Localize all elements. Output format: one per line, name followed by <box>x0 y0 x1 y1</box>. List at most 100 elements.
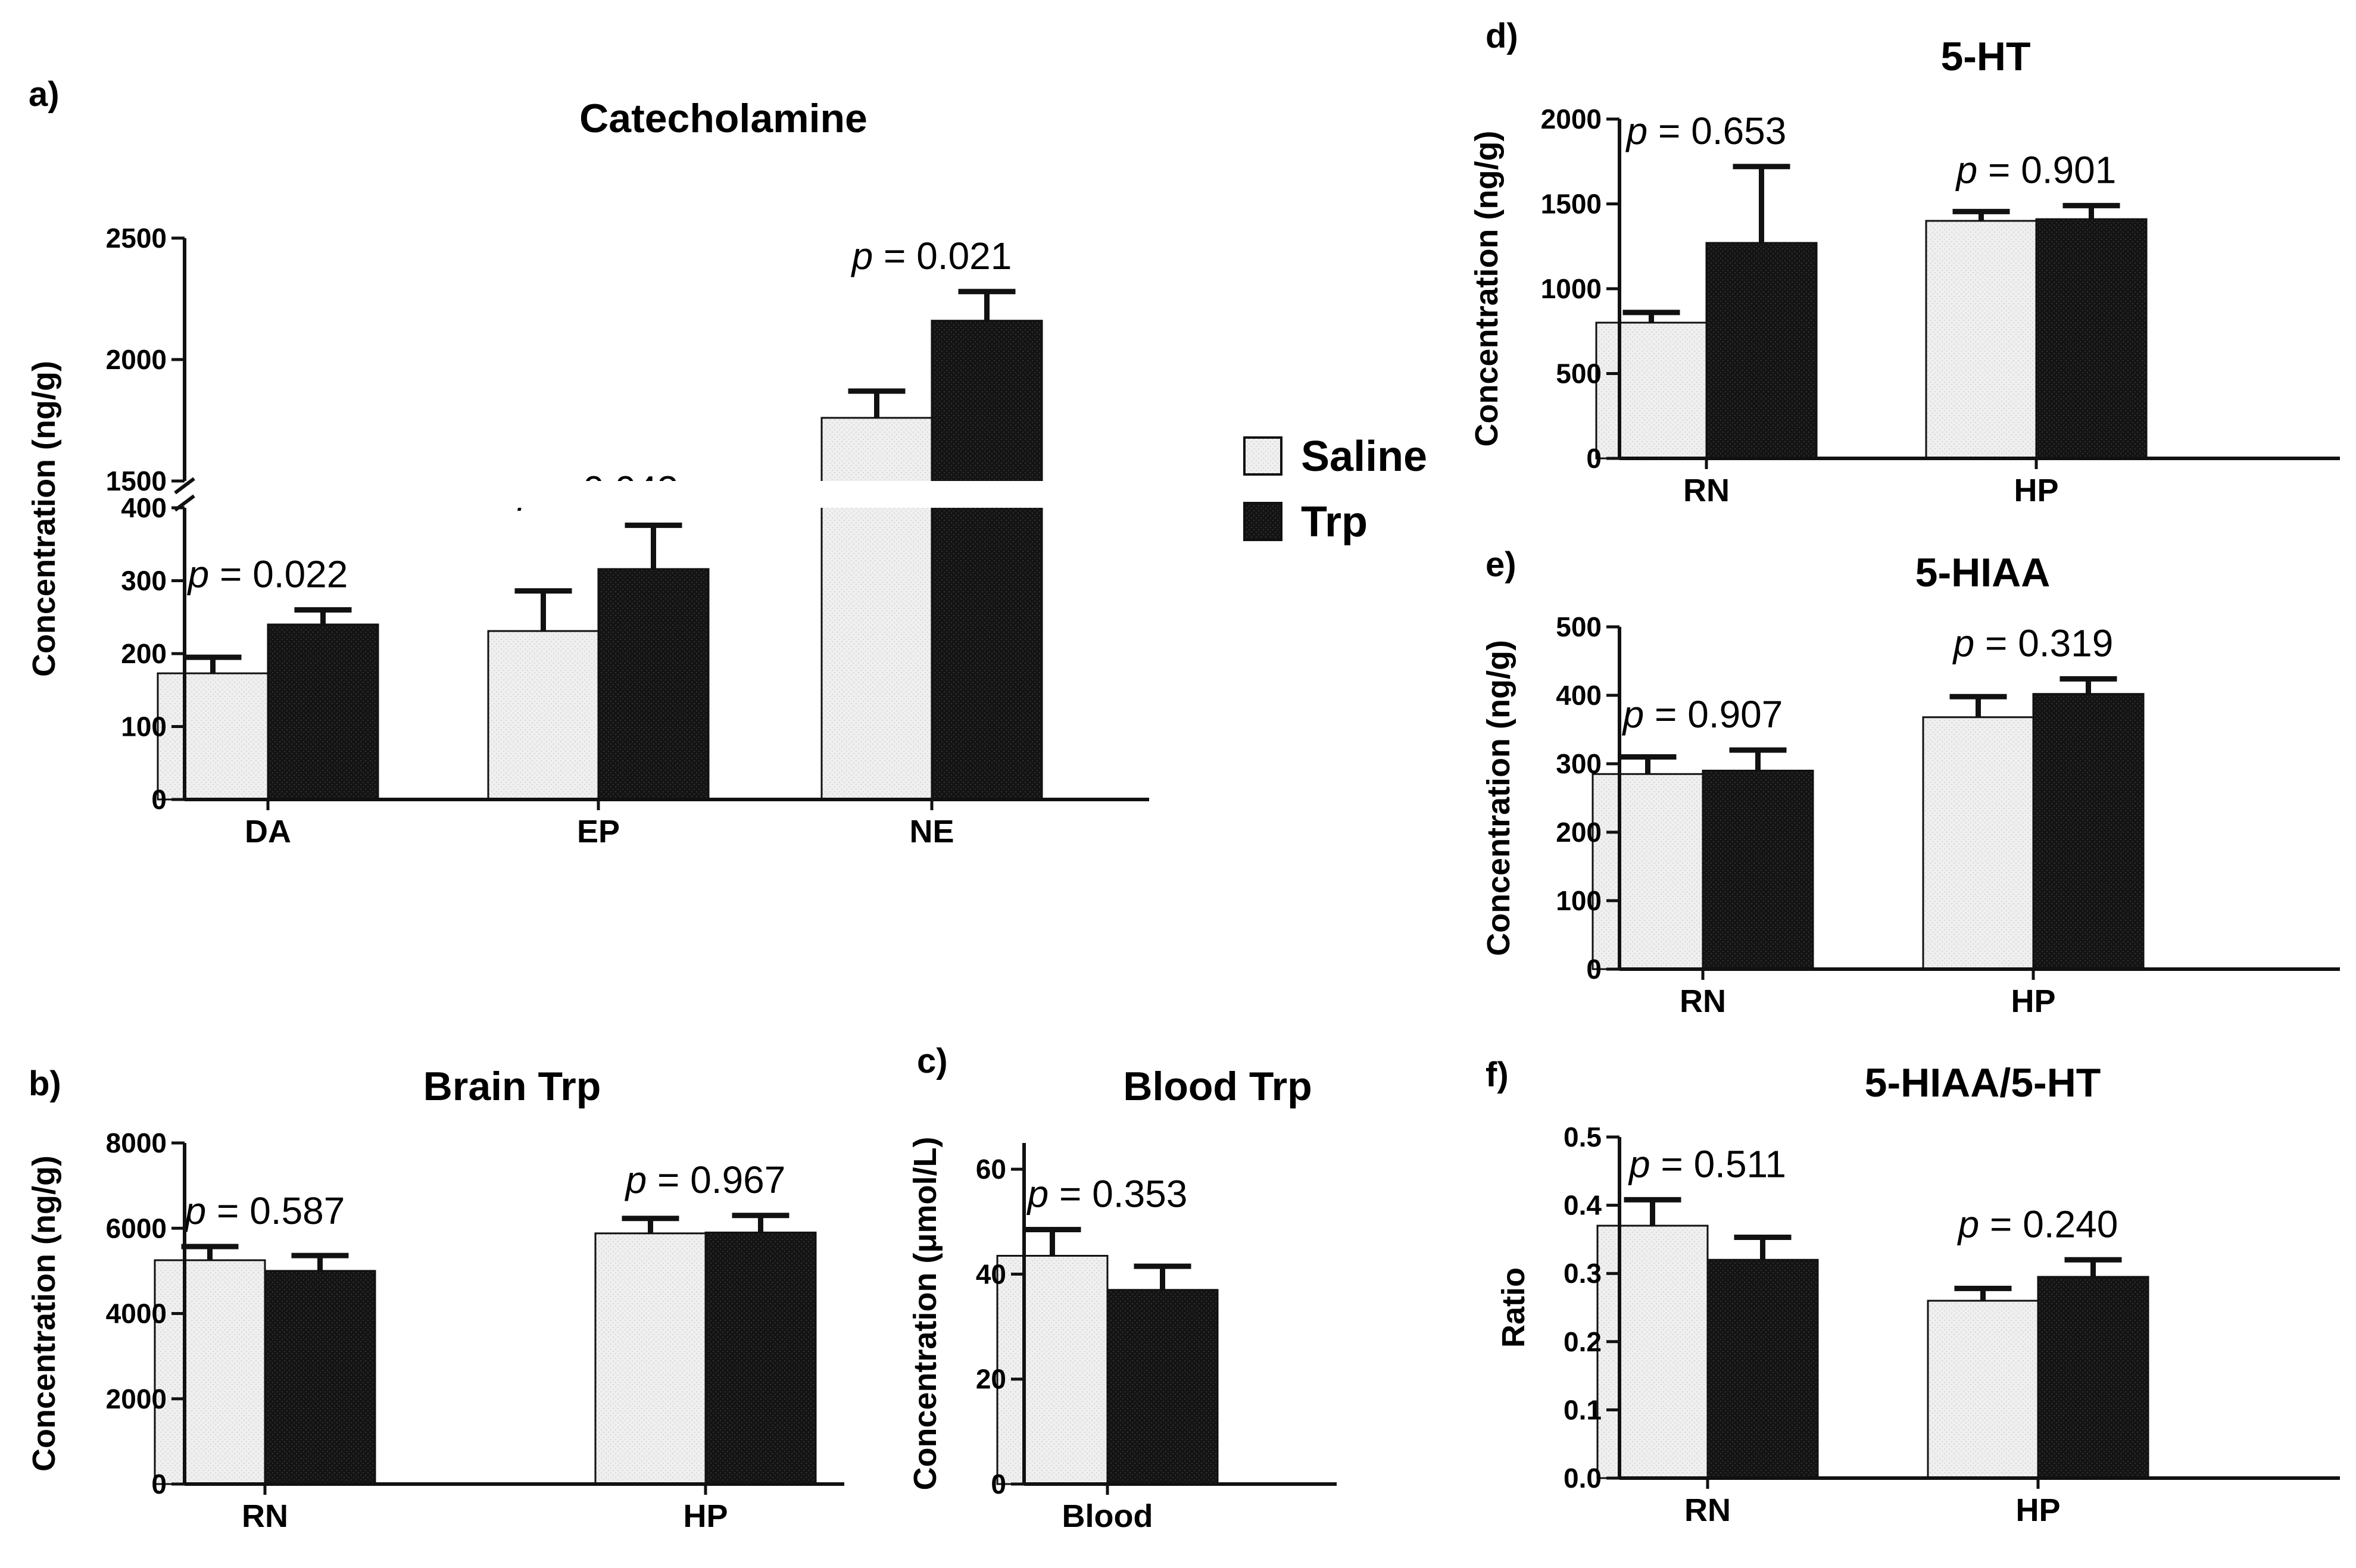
y-tick-label: 6000 <box>106 1213 167 1244</box>
y-tick-label: 0 <box>1586 443 1602 474</box>
y-tick-label: 1000 <box>1541 273 1602 304</box>
bar-saline-hp <box>1927 1300 2039 1479</box>
bar-saline-blood <box>996 1255 1109 1485</box>
y-tick-label: 400 <box>1556 680 1602 711</box>
chart-title: 5-HIAA <box>1915 550 2051 595</box>
x-tick-label: NE <box>909 814 954 849</box>
bar-trp-ne <box>931 320 1043 801</box>
y-tick-label: 0.0 <box>1564 1463 1602 1494</box>
y-tick-label: 400 <box>121 492 167 523</box>
bar-trp-rn <box>264 1270 376 1485</box>
bar-saline-rn <box>1592 773 1704 970</box>
y-tick-label: 1500 <box>106 466 167 496</box>
y-tick-label: 0.3 <box>1564 1258 1602 1289</box>
p-value-label: p = 0.907 <box>1622 693 1783 736</box>
y-axis-label: Concentration (ng/g) <box>26 1155 62 1472</box>
x-tick-label: Blood <box>1062 1498 1153 1534</box>
y-tick-label: 200 <box>1556 817 1602 848</box>
p-value-label: p = 0.587 <box>184 1189 345 1232</box>
bar-trp-hp <box>2035 218 2148 460</box>
y-tick-label: 500 <box>1556 358 1602 389</box>
p-value-label: p = 0.901 <box>1955 148 2117 191</box>
chart-title: 5-HIAA/5-HT <box>1865 1060 2101 1105</box>
bar-saline-ep <box>487 630 600 801</box>
legend-label-trp: Trp <box>1301 498 1368 546</box>
axis-break-gap <box>191 481 1155 508</box>
y-tick-label: 40 <box>976 1258 1006 1289</box>
y-tick-label: 8000 <box>106 1127 167 1158</box>
x-tick-label: HP <box>2011 983 2055 1019</box>
bar-saline-rn <box>1595 321 1708 460</box>
panel-letter: b) <box>29 1064 61 1103</box>
x-tick-label: RN <box>1683 473 1730 508</box>
y-tick-label: 200 <box>121 638 167 669</box>
x-tick-label: HP <box>683 1498 728 1534</box>
bar-saline-hp <box>1925 220 2037 460</box>
chart-panel-6: f) 5-HIAA/5-HT Ratio RN p = 0.511 HP p = 0.240… <box>1486 1055 2340 1528</box>
y-tick-label: 0 <box>151 784 167 815</box>
chart-panel-1: a) Catecholamine Concentration (ng/g) DA p =… <box>26 75 1155 849</box>
legend-label-saline: Saline <box>1301 433 1427 480</box>
y-axis-label: Concentration (μmol/L) <box>907 1137 943 1491</box>
y-tick-label: 0.1 <box>1564 1394 1602 1425</box>
panel-letter: f) <box>1486 1055 1509 1094</box>
bar-trp-da <box>267 623 379 801</box>
y-tick-label: 500 <box>1556 611 1602 642</box>
y-tick-label: 300 <box>1556 748 1602 779</box>
y-tick-label: 0.5 <box>1564 1122 1602 1152</box>
bar-trp-rn <box>1702 770 1814 970</box>
chart-title: Brain Trp <box>423 1064 601 1109</box>
p-value-label: p = 0.653 <box>1625 110 1787 152</box>
y-tick-label: 0.2 <box>1564 1326 1602 1357</box>
p-value-label: p = 0.353 <box>1026 1172 1188 1215</box>
p-value-label: p = 0.240 <box>1957 1202 2118 1245</box>
y-tick-label: 2000 <box>106 344 167 375</box>
bar-trp-ep <box>597 568 710 801</box>
y-tick-label: 60 <box>976 1154 1006 1185</box>
p-value-label: p = 0.319 <box>1952 621 2114 664</box>
x-tick-label: DA <box>245 814 291 849</box>
x-tick-label: HP <box>2014 473 2058 508</box>
panel-letter: e) <box>1486 545 1516 584</box>
x-tick-label: EP <box>577 814 620 849</box>
bar-saline-rn <box>1596 1225 1709 1479</box>
legend-swatch-trp <box>1243 502 1282 541</box>
y-tick-label: 100 <box>121 711 167 742</box>
y-tick-label: 0.4 <box>1564 1190 1602 1221</box>
p-value-label: p = 0.967 <box>625 1158 786 1201</box>
y-axis-label: Ratio <box>1496 1267 1531 1348</box>
y-tick-label: 1500 <box>1541 189 1602 220</box>
legend: Saline Trp <box>1243 433 1427 546</box>
x-tick-label: HP <box>2015 1492 2060 1528</box>
y-tick-label: 2000 <box>106 1383 167 1414</box>
y-tick-label: 2500 <box>106 223 167 254</box>
y-axis-label: Concentration (ng/g) <box>1469 131 1505 447</box>
chart-panel-4: d) 5-HT Concentration (ng/g) RN p = 0.653 HP p… <box>1469 17 2340 508</box>
panel-letter: c) <box>917 1042 948 1080</box>
bar-saline-ne <box>820 417 933 801</box>
y-tick-label: 4000 <box>106 1298 167 1329</box>
bar-saline-hp <box>594 1232 707 1485</box>
legend-swatch-saline <box>1243 436 1282 476</box>
panel-letter: d) <box>1486 17 1518 55</box>
bar-saline-rn <box>154 1259 266 1485</box>
x-tick-label: RN <box>242 1498 288 1534</box>
chart-panel-2: b) Brain Trp Concentration (ng/g) RN p = 0.5… <box>26 1064 844 1534</box>
bar-trp-rn <box>1705 242 1818 460</box>
y-tick-label: 300 <box>121 566 167 596</box>
chart-title: Blood Trp <box>1123 1064 1312 1109</box>
y-axis-label: Concentration (ng/g) <box>1481 640 1516 956</box>
bar-trp-hp <box>2037 1276 2149 1479</box>
bar-trp-rn <box>1706 1258 1819 1479</box>
bar-trp-blood <box>1106 1289 1219 1485</box>
chart-title: 5-HT <box>1940 34 2030 79</box>
bar-saline-da <box>157 672 269 801</box>
p-value-label: p = 0.022 <box>187 553 348 596</box>
axis-break-mark <box>174 477 195 495</box>
bar-trp-hp <box>704 1231 817 1485</box>
chart-panel-3: c) Blood Trp Concentration (μmol/L) Blood p … <box>907 1042 1337 1534</box>
bar-trp-hp <box>2032 693 2145 970</box>
y-axis-label: Concentration (ng/g) <box>26 361 62 677</box>
chart-panel-5: e) 5-HIAA Concentration (ng/g) RN p = 0.907 H… <box>1481 545 2340 1019</box>
